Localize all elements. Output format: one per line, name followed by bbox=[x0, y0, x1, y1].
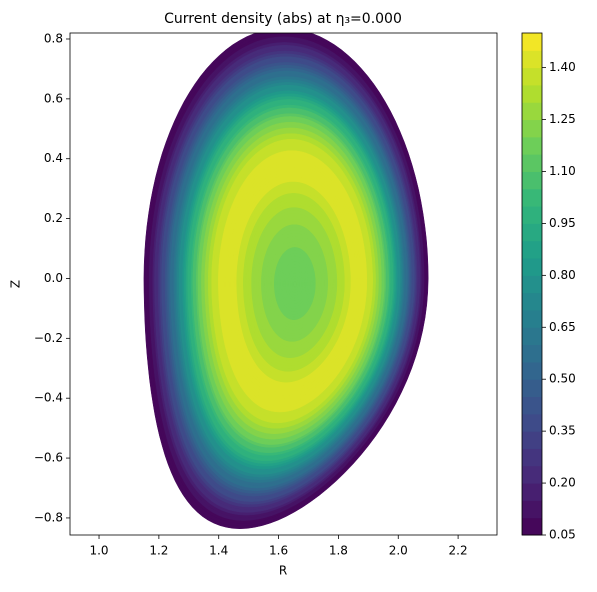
chart-title: Current density (abs) at η₃=0.000 bbox=[164, 11, 402, 27]
colorbar-band bbox=[522, 292, 542, 311]
y-tick-label: 0.0 bbox=[44, 271, 63, 285]
y-tick-label: 0.8 bbox=[44, 31, 63, 45]
colorbar-band bbox=[522, 465, 542, 484]
colorbar-band bbox=[522, 84, 542, 103]
colorbar-band bbox=[522, 171, 542, 190]
colorbar-tick-label: 0.35 bbox=[549, 424, 576, 438]
colorbar-tick-label: 0.95 bbox=[549, 216, 576, 230]
colorbar-band bbox=[522, 119, 542, 138]
colorbar-tick-label: 0.20 bbox=[549, 476, 576, 490]
colorbar-tick-label: 1.10 bbox=[549, 164, 576, 178]
x-tick-label: 2.0 bbox=[389, 544, 408, 558]
x-tick-label: 2.2 bbox=[449, 544, 468, 558]
colorbar bbox=[522, 33, 542, 536]
colorbar-band bbox=[522, 309, 542, 328]
colorbar-band bbox=[522, 154, 542, 172]
y-tick-label: −0.6 bbox=[34, 451, 63, 465]
colorbar-tick-label: 1.25 bbox=[549, 112, 576, 126]
y-tick-label: −0.2 bbox=[34, 331, 63, 345]
colorbar-frame bbox=[521, 32, 543, 536]
x-tick-label: 1.2 bbox=[149, 544, 168, 558]
colorbar-band bbox=[522, 240, 542, 259]
colorbar-band bbox=[522, 431, 542, 449]
x-axis-label: R bbox=[279, 564, 287, 578]
colorbar-band bbox=[522, 50, 542, 69]
plot-frame bbox=[69, 32, 498, 536]
colorbar-tick-label: 0.05 bbox=[549, 528, 576, 542]
colorbar-band bbox=[522, 500, 542, 519]
colorbar-tick-label: 1.40 bbox=[549, 60, 576, 74]
colorbar-band bbox=[522, 33, 542, 51]
colorbar-tick-label: 0.65 bbox=[549, 320, 576, 334]
y-tick-label: 0.2 bbox=[44, 211, 63, 225]
colorbar-band bbox=[522, 136, 542, 155]
colorbar-band bbox=[522, 206, 542, 224]
x-tick-label: 1.4 bbox=[209, 544, 228, 558]
colorbar-band bbox=[522, 344, 542, 363]
contour-band bbox=[293, 281, 297, 288]
colorbar-band bbox=[522, 361, 542, 380]
colorbar-band bbox=[522, 188, 542, 207]
colorbar-band bbox=[522, 67, 542, 86]
colorbar-band bbox=[522, 483, 542, 501]
y-tick-label: 0.6 bbox=[44, 91, 63, 105]
colorbar-band bbox=[522, 517, 542, 536]
colorbar-band bbox=[522, 102, 542, 121]
colorbar-band bbox=[522, 413, 542, 432]
colorbar-band bbox=[522, 258, 542, 276]
colorbar-tick-label: 0.50 bbox=[549, 372, 576, 386]
y-tick-label: −0.8 bbox=[34, 510, 63, 524]
y-axis-label: Z bbox=[9, 280, 23, 288]
colorbar-band bbox=[522, 327, 542, 346]
colorbar-tick-label: 0.80 bbox=[549, 268, 576, 282]
y-tick-label: −0.4 bbox=[34, 391, 63, 405]
colorbar-band bbox=[522, 396, 542, 415]
colorbar-band bbox=[522, 275, 542, 294]
colorbar-band bbox=[522, 223, 542, 242]
colorbar-band bbox=[522, 448, 542, 467]
contour-area bbox=[143, 33, 429, 529]
x-tick-label: 1.6 bbox=[269, 544, 288, 558]
x-tick-label: 1.0 bbox=[89, 544, 108, 558]
x-tick-label: 1.8 bbox=[329, 544, 348, 558]
y-tick-label: 0.4 bbox=[44, 151, 63, 165]
colorbar-band bbox=[522, 379, 542, 398]
